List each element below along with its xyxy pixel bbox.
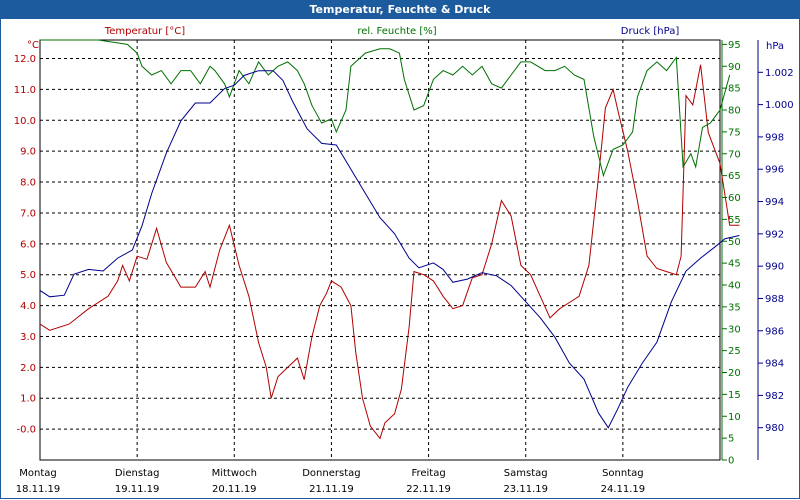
humidity-tick-label: 25: [728, 346, 741, 357]
pressure-tick-label: 984: [765, 359, 784, 370]
humidity-tick-label: 65: [728, 171, 741, 182]
humidity-tick-label: 75: [728, 127, 741, 138]
pressure-tick-label: 986: [765, 326, 784, 337]
x-date-label: 22.11.19: [406, 484, 451, 495]
humidity-tick-label: 5: [728, 434, 734, 445]
temp-tick-label: 3.0: [20, 332, 36, 343]
pressure-series-line: [39, 70, 740, 429]
x-day-label: Donnerstag: [302, 468, 360, 479]
humidity-tick-label: 70: [728, 149, 741, 160]
temp-tick-label: 11.0: [14, 85, 36, 96]
temp-tick-label: 1.0: [20, 394, 36, 405]
x-date-label: 20.11.19: [212, 484, 257, 495]
pressure-tick-label: 1.002: [765, 68, 794, 79]
humidity-series-label: rel. Feuchte [%]: [357, 26, 436, 37]
temp-tick-label: 4.0: [20, 301, 36, 312]
temp-tick-label: 9.0: [20, 147, 36, 158]
x-day-label: Freitag: [411, 468, 445, 479]
humidity-tick-label: 0: [728, 456, 734, 467]
pressure-tick-label: 980: [765, 423, 784, 434]
humidity-tick-label: 40: [728, 281, 741, 292]
pressure-tick-label: 990: [765, 262, 784, 273]
temp-tick-label: 6.0: [20, 239, 36, 250]
pressure-tick-label: 998: [765, 132, 784, 143]
humidity-tick-label: 85: [728, 84, 741, 95]
temp-tick-label: 8.0: [20, 178, 36, 189]
window-title: Temperatur, Feuchte & Druck: [0, 0, 800, 19]
humidity-tick-label: 30: [728, 324, 741, 335]
pressure-tick-label: 994: [765, 197, 784, 208]
humidity-tick-label: 20: [728, 368, 741, 379]
temp-tick-label: -0.0: [16, 425, 36, 436]
x-day-label: Montag: [19, 468, 56, 479]
pressure-series-label: Druck [hPa]: [621, 26, 680, 37]
x-day-label: Mittwoch: [212, 468, 257, 479]
pressure-tick-label: 982: [765, 391, 784, 402]
humidity-tick-label: 45: [728, 259, 741, 270]
pressure-tick-label: 992: [765, 229, 784, 240]
pressure-tick-label: 988: [765, 294, 784, 305]
x-date-label: 18.11.19: [16, 484, 61, 495]
temperature-series-label: Temperatur [°C]: [104, 26, 185, 37]
temp-tick-label: 5.0: [20, 270, 36, 281]
temp-unit-label: °C: [27, 40, 39, 51]
humidity-tick-label: 55: [728, 215, 741, 226]
x-day-label: Samstag: [504, 468, 548, 479]
temp-tick-label: 10.0: [14, 116, 36, 127]
x-date-label: 23.11.19: [503, 484, 548, 495]
pressure-tick-label: 1.000: [765, 100, 794, 111]
x-date-label: 21.11.19: [309, 484, 354, 495]
humidity-series-line: [40, 39, 731, 178]
x-day-label: Dienstag: [115, 468, 160, 479]
pressure-tick-label: 996: [765, 165, 784, 176]
temperature-series-line: [39, 64, 740, 440]
temp-tick-label: 2.0: [20, 363, 36, 374]
humidity-tick-label: 90: [728, 62, 741, 73]
humidity-tick-label: 35: [728, 302, 741, 313]
humidity-tick-label: 95: [728, 40, 741, 51]
x-day-label: Sonntag: [602, 468, 644, 479]
humidity-tick-label: 50: [728, 237, 741, 248]
humidity-tick-label: 80: [728, 106, 741, 117]
x-date-label: 24.11.19: [601, 484, 646, 495]
temp-tick-label: 12.0: [14, 54, 36, 65]
humidity-tick-label: 10: [728, 412, 741, 423]
x-date-label: 19.11.19: [115, 484, 160, 495]
humidity-tick-label: 15: [728, 390, 741, 401]
humidity-tick-label: 60: [728, 193, 741, 204]
pressure-unit-label: hPa: [766, 41, 784, 52]
temp-tick-label: 7.0: [20, 208, 36, 219]
plot-area: [39, 39, 721, 461]
